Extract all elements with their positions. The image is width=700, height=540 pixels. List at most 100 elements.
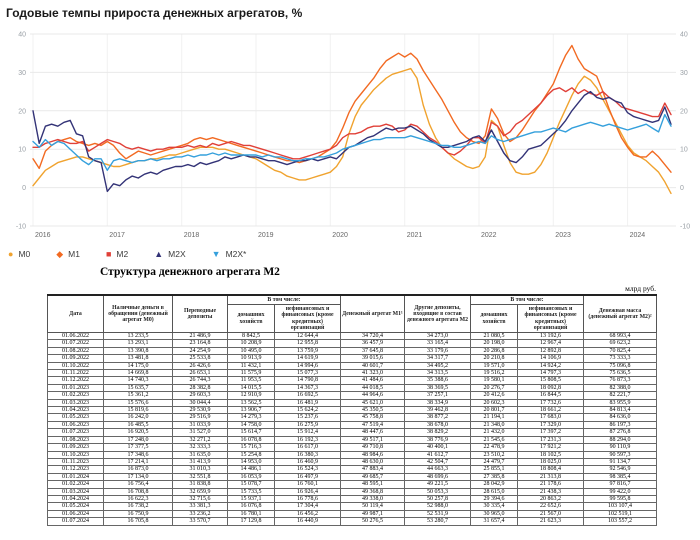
value-cell: 22 478,9 <box>470 443 518 452</box>
value-cell: 39 015,6 <box>340 354 405 363</box>
value-cell: 20 286,8 <box>470 346 518 356</box>
value-cell: 23 164,8 <box>172 339 228 348</box>
x-axis-tick-label: 2022 <box>481 232 497 239</box>
date-cell: 01.03.2024 <box>47 487 104 496</box>
value-cell: 17 377,5 <box>103 443 173 452</box>
col-header-including-2: В том числе: <box>470 294 584 306</box>
y-axis-tick-label-left: 40 <box>18 32 26 39</box>
value-cell: 12 967,4 <box>517 339 584 348</box>
value-cell: 10 495,0 <box>227 346 275 356</box>
value-cell: 20 198,0 <box>470 339 518 348</box>
date-cell: 01.09.2022 <box>47 354 104 363</box>
value-cell: 15 635,7 <box>103 383 173 393</box>
x-axis-tick-label: 2020 <box>332 232 348 239</box>
value-cell: 52 531,9 <box>404 509 471 519</box>
legend-item-m2x-adj[interactable]: ▼ M2X* <box>212 249 247 259</box>
y-axis-tick-label-left: 0 <box>22 185 26 192</box>
value-cell: 26 744,3 <box>172 376 228 385</box>
value-cell: 49 685,7 <box>340 472 405 482</box>
value-cell: 32 715,6 <box>172 494 228 504</box>
value-cell: 18 025,0 <box>517 457 584 467</box>
value-cell: 14 367,3 <box>274 383 341 393</box>
date-cell: 01.06.2023 <box>47 420 104 430</box>
value-cell: 98 385,4 <box>583 472 657 482</box>
date-cell: 01.05.2023 <box>47 413 104 422</box>
value-cell: 31 010,3 <box>172 465 228 474</box>
value-cell: 99 595,8 <box>583 494 657 504</box>
date-cell: 01.11.2022 <box>47 369 104 378</box>
value-cell: 44 964,6 <box>340 391 405 400</box>
value-cell: 15 808,5 <box>517 376 584 385</box>
value-cell: 38 369,5 <box>404 383 471 393</box>
value-cell: 11 953,5 <box>227 376 275 385</box>
value-cell: 14 015,5 <box>227 383 275 393</box>
value-cell: 37 645,8 <box>340 346 405 356</box>
value-cell: 15 819,6 <box>103 406 173 415</box>
x-axis-tick-label: 2024 <box>630 232 646 239</box>
value-cell: 15 716,3 <box>227 443 275 452</box>
value-cell: 16 756,4 <box>103 480 173 489</box>
table-row: 01.05.2023 16 242,0 29 516,9 14 279,3 15 237… <box>47 413 657 422</box>
value-cell: 16 760,1 <box>274 480 341 489</box>
value-cell: 92 546,9 <box>583 465 657 474</box>
value-cell: 17 348,6 <box>103 450 173 459</box>
value-cell: 38 877,2 <box>404 413 471 422</box>
value-cell: 68 993,4 <box>583 331 657 341</box>
value-cell: 19 580,1 <box>470 376 518 385</box>
circle-icon: ● <box>8 248 14 259</box>
value-cell: 28 042,9 <box>470 480 518 489</box>
value-cell: 16 076,8 <box>227 502 275 511</box>
value-cell: 34 273,0 <box>404 331 471 341</box>
value-cell: 16 926,4 <box>274 487 341 496</box>
x-axis-tick-label: 2023 <box>555 232 571 239</box>
value-cell: 13 390,8 <box>103 346 173 356</box>
value-cell: 49 710,8 <box>340 443 405 452</box>
value-cell: 20 863,2 <box>517 494 584 504</box>
value-cell: 90 597,3 <box>583 450 657 459</box>
value-cell: 49 368,8 <box>340 487 405 496</box>
value-cell: 29 530,9 <box>172 406 228 415</box>
value-cell: 30 965,0 <box>470 509 518 519</box>
value-cell: 16 622,3 <box>103 494 173 504</box>
value-cell: 97 816,7 <box>583 480 657 489</box>
value-cell: 16 750,9 <box>103 509 173 519</box>
legend-item-m0[interactable]: ● M0 <box>8 249 30 259</box>
value-cell: 15 254,8 <box>227 450 275 459</box>
legend-item-m2x[interactable]: ▲ M2X <box>154 249 185 259</box>
value-cell: 102 519,1 <box>583 509 657 519</box>
value-cell: 48 984,6 <box>340 450 405 459</box>
value-cell: 17 304,4 <box>274 502 341 511</box>
table-row: 01.12.2023 16 873,0 31 010,3 14 486,1 16 524… <box>47 465 657 474</box>
table-row: 01.10.2022 14 175,0 26 426,6 11 432,1 14 994… <box>47 361 657 371</box>
value-cell: 20 210,8 <box>470 354 518 363</box>
col-header-households-1: домашних хозяйств <box>227 304 275 334</box>
value-cell: 31 657,4 <box>470 517 518 526</box>
value-cell: 50 276,5 <box>340 517 405 526</box>
value-cell: 28 382,8 <box>172 383 228 393</box>
value-cell: 14 924,2 <box>517 361 584 371</box>
value-cell: 14 790,8 <box>274 376 341 385</box>
value-cell: 33 165,4 <box>404 339 471 348</box>
legend-item-m2[interactable]: ■ M2 <box>106 249 128 259</box>
value-cell: 16 456,2 <box>274 509 341 519</box>
date-cell: 01.04.2023 <box>47 406 104 415</box>
value-cell: 41 323,0 <box>340 369 405 378</box>
value-cell: 15 733,5 <box>227 487 275 496</box>
value-cell: 34 317,7 <box>404 354 471 363</box>
value-cell: 33 179,6 <box>404 346 471 356</box>
value-cell: 52 988,0 <box>404 502 471 511</box>
value-cell: 15 078,7 <box>227 480 275 489</box>
legend-label: M2X <box>168 249 186 259</box>
date-cell: 01.05.2024 <box>47 502 104 511</box>
value-cell: 45 350,5 <box>340 406 405 415</box>
y-axis-tick-label-left: 20 <box>18 108 26 115</box>
value-cell: 15 614,7 <box>227 428 275 437</box>
value-cell: 50 257,8 <box>404 494 471 504</box>
value-cell: 14 797,3 <box>517 369 584 378</box>
legend-label: M2X* <box>225 249 247 259</box>
value-cell: 21 194,1 <box>470 413 518 422</box>
value-cell: 33 381,3 <box>172 502 228 511</box>
legend-item-m1[interactable]: ◆ M1 <box>56 249 80 259</box>
value-cell: 35 388,6 <box>404 376 471 385</box>
date-cell: 01.07.2022 <box>47 339 104 348</box>
